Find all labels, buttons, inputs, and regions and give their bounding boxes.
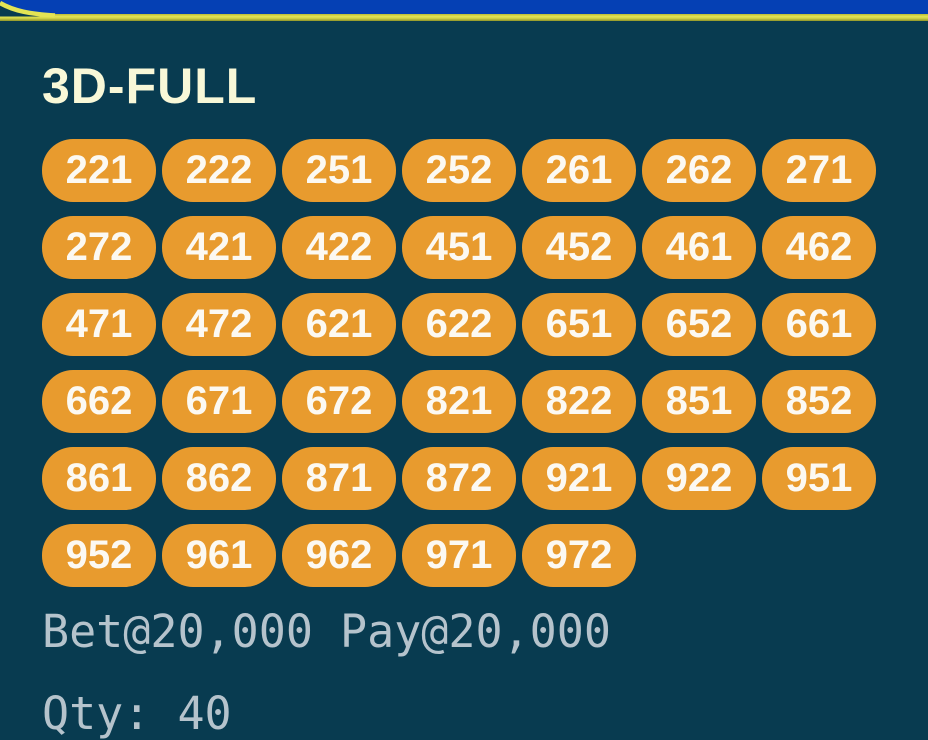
number-pill[interactable]: 471 [42, 293, 156, 356]
tab-corner-curve [0, 1, 56, 18]
number-pill[interactable]: 861 [42, 447, 156, 510]
number-pill[interactable]: 972 [522, 524, 636, 587]
number-pill[interactable]: 962 [282, 524, 396, 587]
number-pill[interactable]: 661 [762, 293, 876, 356]
number-pill[interactable]: 921 [522, 447, 636, 510]
number-pill[interactable]: 971 [402, 524, 516, 587]
bet-slip-panel: 3D-FULL 221 222 251 252 261 262 271 272 421 422 45… [0, 57, 928, 740]
bet-pay-summary: Bet@20,000 Pay@20,000 [42, 605, 611, 658]
header-bar [0, 0, 928, 21]
quantity-summary: Qty: 40 [42, 687, 232, 740]
number-pill[interactable]: 221 [42, 139, 156, 202]
number-pill[interactable]: 851 [642, 370, 756, 433]
number-pill[interactable]: 472 [162, 293, 276, 356]
number-pill[interactable]: 222 [162, 139, 276, 202]
number-pill[interactable]: 822 [522, 370, 636, 433]
header-blue-strip [0, 0, 928, 14]
number-pill[interactable]: 862 [162, 447, 276, 510]
number-pill[interactable]: 422 [282, 216, 396, 279]
page-title: 3D-FULL [42, 58, 258, 114]
number-pill[interactable]: 672 [282, 370, 396, 433]
number-pill[interactable]: 951 [762, 447, 876, 510]
number-pill[interactable]: 252 [402, 139, 516, 202]
number-pill[interactable]: 872 [402, 447, 516, 510]
number-pill-grid: 221 222 251 252 261 262 271 272 421 422 451 452 461 4… [42, 139, 888, 587]
number-pill[interactable]: 461 [642, 216, 756, 279]
number-pill[interactable]: 671 [162, 370, 276, 433]
number-pill[interactable]: 821 [402, 370, 516, 433]
number-pill[interactable]: 922 [642, 447, 756, 510]
number-pill[interactable]: 961 [162, 524, 276, 587]
number-pill[interactable]: 621 [282, 293, 396, 356]
number-pill[interactable]: 652 [642, 293, 756, 356]
number-pill[interactable]: 262 [642, 139, 756, 202]
number-pill[interactable]: 272 [42, 216, 156, 279]
number-pill[interactable]: 421 [162, 216, 276, 279]
number-pill[interactable]: 452 [522, 216, 636, 279]
number-pill[interactable]: 622 [402, 293, 516, 356]
number-pill[interactable]: 462 [762, 216, 876, 279]
number-pill[interactable]: 852 [762, 370, 876, 433]
number-pill[interactable]: 251 [282, 139, 396, 202]
number-pill[interactable]: 651 [522, 293, 636, 356]
number-pill[interactable]: 451 [402, 216, 516, 279]
number-pill[interactable]: 871 [282, 447, 396, 510]
number-pill[interactable]: 662 [42, 370, 156, 433]
header-yellow-divider [0, 14, 928, 21]
number-pill[interactable]: 952 [42, 524, 156, 587]
number-pill[interactable]: 271 [762, 139, 876, 202]
number-pill[interactable]: 261 [522, 139, 636, 202]
